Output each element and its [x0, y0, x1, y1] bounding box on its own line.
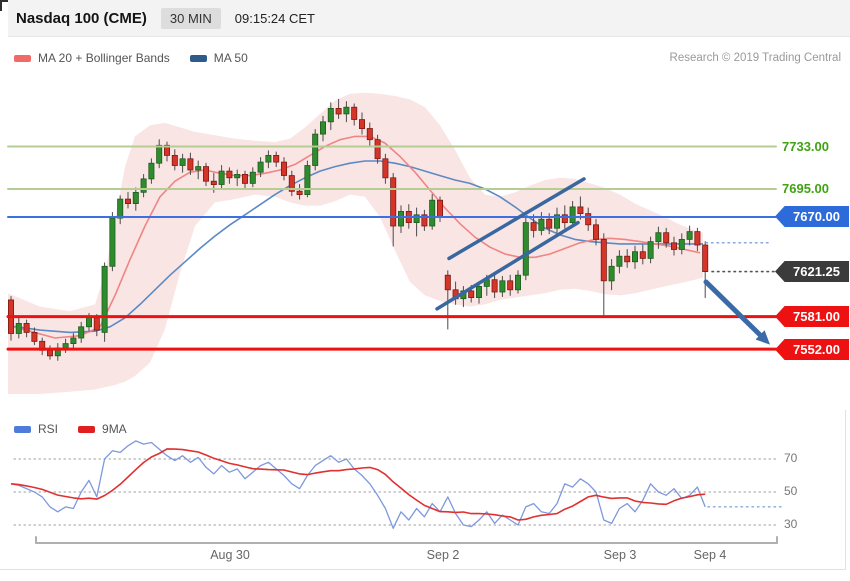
ma20-swatch-icon [14, 54, 31, 62]
support-price-badge-7581: 7581.00 [775, 306, 849, 327]
timeframe-badge: 30 MIN [160, 7, 221, 29]
panel-border-bottom [0, 569, 846, 570]
x-tick-sep2: Sep 2 [426, 548, 460, 562]
support-price-badge-7552: 7552.00 [775, 339, 849, 360]
ma50-swatch-icon [189, 54, 207, 62]
x-tick-sep3: Sep 3 [603, 548, 637, 562]
x-tick-aug30: Aug 30 [210, 548, 250, 562]
timestamp: 09:15:24 CET [234, 10, 315, 26]
resistance-label-7695: 7695.00 [782, 181, 829, 196]
last-price-badge: 7621.25 [775, 261, 849, 282]
legend-label: MA 20 + Bollinger Bands [38, 51, 170, 65]
research-credit: Research © 2019 Trading Central [669, 52, 841, 64]
main-chart-legend: MA 20 + Bollinger Bands MA 50 [14, 51, 248, 65]
rsi-scale-30: 30 [784, 517, 798, 531]
legend-label: MA 50 [213, 51, 248, 65]
legend-item-ma20-bollinger: MA 20 + Bollinger Bands [14, 51, 170, 65]
legend-label: RSI [38, 422, 59, 436]
legend-label: 9MA [102, 422, 127, 436]
nine-ma-swatch-icon [78, 425, 96, 433]
x-tick-sep4: Sep 4 [693, 548, 727, 562]
rsi-swatch-icon [14, 425, 31, 433]
legend-item-rsi: RSI [14, 422, 58, 436]
instrument-title: Nasdaq 100 (CME) [16, 9, 147, 27]
rsi-scale-50: 50 [784, 484, 798, 498]
rsi-scale-70: 70 [784, 451, 798, 465]
resistance-label-7733: 7733.00 [782, 139, 829, 154]
rsi-legend: RSI 9MA [14, 422, 127, 436]
legend-item-ma50: MA 50 [189, 51, 248, 65]
pivot-price-badge: 7670.00 [775, 206, 849, 227]
panel-border-right [845, 410, 846, 570]
header: Nasdaq 100 (CME) 30 MIN 09:15:24 CET [8, 0, 850, 37]
legend-item-9ma: 9MA [78, 422, 127, 436]
